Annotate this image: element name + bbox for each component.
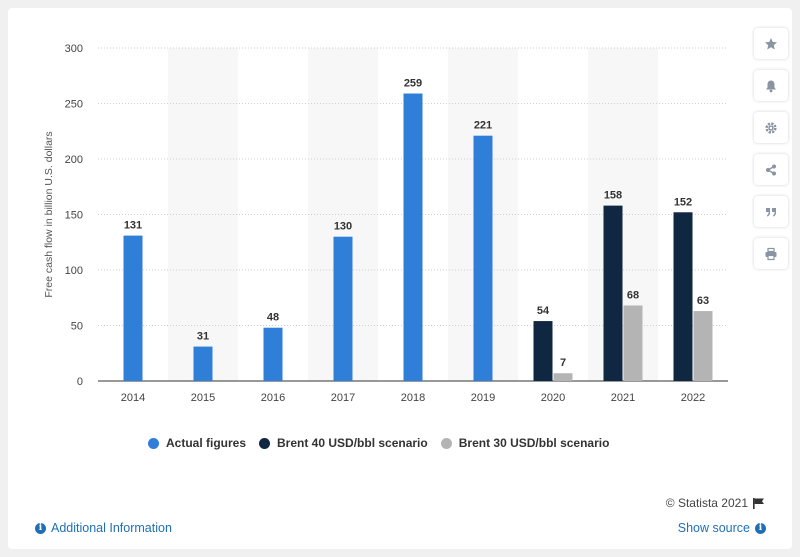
- data-label: 54: [537, 305, 550, 317]
- bar-2021-series-1: [603, 205, 623, 381]
- y-tick-label: 100: [65, 265, 83, 277]
- gear-icon: [765, 121, 777, 134]
- data-label: 131: [124, 220, 142, 232]
- legend-swatch: [440, 437, 452, 449]
- bar-2017-series-0: [333, 236, 353, 381]
- legend-label: Brent 40 USD/bbl scenario: [277, 436, 428, 450]
- data-label: 221: [474, 120, 492, 132]
- legend-label: Actual figures: [166, 436, 247, 450]
- bar-2021-series-2: [623, 305, 643, 381]
- star-icon: [765, 37, 777, 49]
- cite-button[interactable]: [754, 196, 788, 227]
- x-tick-label: 2015: [191, 392, 215, 404]
- share-icon: [766, 164, 776, 175]
- data-label: 48: [267, 312, 279, 324]
- additional-information-link[interactable]: i Additional Information: [35, 521, 172, 535]
- bar-chart: 0 50 100 150 200 250 300 Free cash flow in bill…: [43, 43, 728, 404]
- quote-icon: [766, 207, 776, 216]
- data-label: 152: [674, 196, 692, 208]
- x-tick-label: 2014: [121, 392, 145, 404]
- bar-2022-series-2: [693, 311, 713, 381]
- statista-credit[interactable]: © Statista 2021: [666, 496, 765, 510]
- y-tick-label: 0: [77, 376, 83, 388]
- bell-icon: [766, 80, 776, 92]
- favorite-button[interactable]: [754, 28, 788, 59]
- x-tick-label: 2019: [471, 392, 495, 404]
- y-tick-label: 250: [65, 99, 83, 111]
- legend-label: Brent 30 USD/bbl scenario: [458, 436, 610, 450]
- bar-2022-series-1: [673, 212, 693, 381]
- x-tick-label: 2017: [331, 392, 355, 404]
- bar-2020-series-2: [553, 373, 573, 381]
- x-tick-label: 2020: [541, 392, 565, 404]
- data-label: 63: [697, 295, 709, 307]
- x-tick-label: 2018: [401, 392, 425, 404]
- chart-toolbar: [754, 28, 788, 280]
- data-label: 158: [604, 190, 622, 202]
- bar-2019-series-0: [473, 135, 493, 381]
- settings-button[interactable]: [754, 112, 788, 143]
- flag-icon: [753, 497, 765, 509]
- data-label: 7: [560, 357, 566, 369]
- bar-2016-series-0: [263, 327, 283, 381]
- share-button[interactable]: [754, 154, 788, 185]
- y-tick-label: 200: [65, 154, 83, 166]
- chart-legend: Actual figures Brent 40 USD/bbl scenario…: [148, 436, 622, 450]
- y-tick-label: 50: [71, 321, 83, 333]
- legend-swatch: [259, 437, 271, 449]
- bar-2020-series-1: [533, 321, 553, 381]
- additional-information-label: Additional Information: [51, 521, 172, 535]
- y-tick-label: 300: [65, 43, 83, 55]
- y-axis-title: Free cash flow in billion U.S. dollars: [43, 131, 55, 297]
- print-button[interactable]: [754, 238, 788, 269]
- legend-item-brent-30[interactable]: Brent 30 USD/bbl scenario: [440, 436, 610, 450]
- legend-item-actual[interactable]: Actual figures: [148, 436, 246, 450]
- data-label: 259: [404, 78, 422, 90]
- print-icon: [765, 247, 777, 260]
- data-label: 68: [627, 290, 639, 302]
- x-tick-label: 2022: [681, 392, 705, 404]
- x-tick-label: 2021: [611, 392, 635, 404]
- data-label: 130: [334, 221, 352, 233]
- notification-button[interactable]: [754, 70, 788, 101]
- data-label: 31: [197, 331, 209, 343]
- show-source-link[interactable]: Show source i: [678, 521, 766, 535]
- bar-2014-series-0: [123, 235, 143, 381]
- x-tick-label: 2016: [261, 392, 285, 404]
- bar-2015-series-0: [193, 346, 213, 381]
- chart-card: 0 50 100 150 200 250 300 Free cash flow in bill…: [8, 8, 792, 549]
- credit-text: © Statista 2021: [665, 496, 748, 510]
- y-tick-label: 150: [65, 210, 83, 222]
- legend-swatch: [148, 437, 159, 449]
- info-icon: i: [755, 522, 766, 534]
- legend-item-brent-40[interactable]: Brent 40 USD/bbl scenario: [259, 436, 428, 450]
- info-icon: i: [35, 522, 46, 534]
- show-source-label: Show source: [677, 521, 750, 535]
- bar-2018-series-0: [403, 93, 423, 381]
